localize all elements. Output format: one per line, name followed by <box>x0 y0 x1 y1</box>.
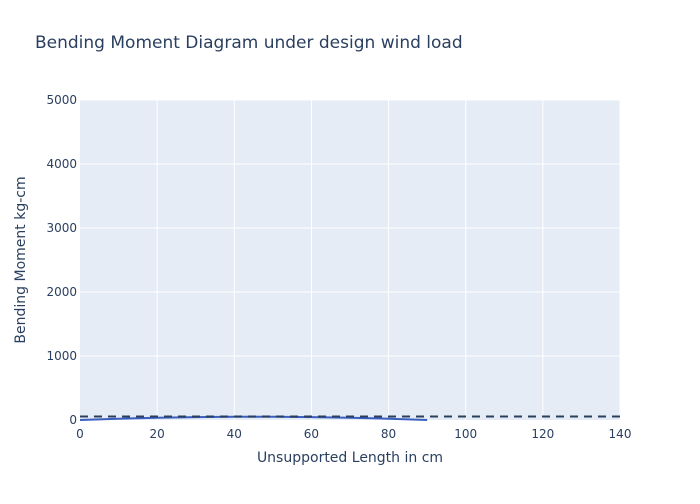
y-tick-label: 2000 <box>46 285 77 299</box>
chart-title: Bending Moment Diagram under design wind… <box>35 33 463 53</box>
y-tick-label: 4000 <box>46 157 77 171</box>
x-tick-label: 60 <box>304 427 319 441</box>
x-tick-label: 140 <box>609 427 632 441</box>
y-tick-label: 1000 <box>46 349 77 363</box>
x-tick-label: 100 <box>454 427 477 441</box>
x-tick-label: 20 <box>150 427 165 441</box>
y-axis-title: Bending Moment kg-cm <box>13 176 29 343</box>
x-tick-label: 120 <box>531 427 554 441</box>
x-axis-title: Unsupported Length in cm <box>257 450 443 466</box>
y-tick-label: 0 <box>69 413 77 427</box>
x-tick-label: 40 <box>227 427 242 441</box>
x-tick-label: 0 <box>76 427 84 441</box>
x-tick-label: 80 <box>381 427 396 441</box>
plot-background <box>80 100 620 420</box>
y-tick-label: 5000 <box>46 93 77 107</box>
y-tick-label: 3000 <box>46 221 77 235</box>
